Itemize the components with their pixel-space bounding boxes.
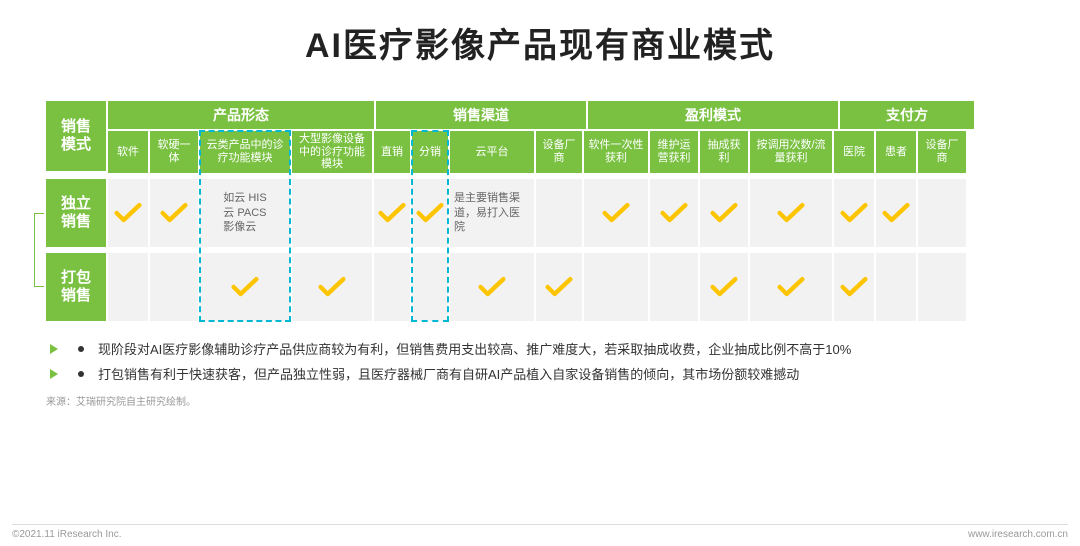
check-icon	[882, 202, 910, 224]
sub-header-row: 软件软硬一体云类产品中的诊疗功能模块大型影像设备中的诊疗功能模块直销分销云平台设…	[108, 131, 1034, 173]
col-vendor: 设备厂商	[536, 131, 584, 173]
cell-bundle-hosp	[834, 253, 876, 321]
cell-independent-cplat: 是主要销售渠道，易打入医院	[450, 179, 536, 247]
col-direct: 直销	[374, 131, 412, 173]
bullet-1: 打包销售有利于快速获客，但产品独立性弱，且医疗器械厂商有自研AI产品植入自家设备…	[54, 364, 1034, 383]
row-header-bundle: 打包销售	[46, 253, 106, 321]
bullet-dot-icon	[78, 346, 84, 352]
bullet-dot-icon	[78, 371, 84, 377]
cell-independent-hw	[150, 179, 200, 247]
row-header-independent: 独立销售	[46, 179, 106, 247]
cell-text: 如云 HIS云 PACS影像云	[219, 191, 270, 236]
check-icon	[378, 202, 406, 224]
arrow-icon	[50, 344, 58, 354]
cell-bundle-maint	[650, 253, 700, 321]
cell-independent-vendor	[536, 179, 584, 247]
check-icon	[602, 202, 630, 224]
check-icon	[160, 202, 188, 224]
cell-independent-usage	[750, 179, 834, 247]
bullet-text: 打包销售有利于快速获客，但产品独立性弱，且医疗器械厂商有自研AI产品植入自家设备…	[98, 364, 799, 383]
cell-independent-hosp	[834, 179, 876, 247]
check-icon	[545, 276, 573, 298]
cell-bundle-comm	[700, 253, 750, 321]
cell-independent-once	[584, 179, 650, 247]
check-icon	[710, 202, 738, 224]
cell-independent-cloud: 如云 HIS云 PACS影像云	[200, 179, 292, 247]
footer-copyright: ©2021.11 iResearch Inc.	[12, 529, 121, 540]
data-row-independent: 如云 HIS云 PACS影像云 是主要销售渠道，易打入医院	[108, 179, 1034, 247]
col-pat: 患者	[876, 131, 918, 173]
check-icon	[114, 202, 142, 224]
col-cplat: 云平台	[450, 131, 536, 173]
cell-bundle-cloud	[200, 253, 292, 321]
grid: 产品形态销售渠道盈利模式支付方软件软硬一体云类产品中的诊疗功能模块大型影像设备中…	[108, 101, 1034, 321]
check-icon	[840, 202, 868, 224]
cell-independent-comm	[700, 179, 750, 247]
group-chan: 销售渠道	[376, 101, 588, 131]
col-large: 大型影像设备中的诊疗功能模块	[292, 131, 374, 173]
group-header-row: 产品形态销售渠道盈利模式支付方	[108, 101, 1034, 131]
cell-bundle-hw	[150, 253, 200, 321]
cell-independent-maint	[650, 179, 700, 247]
footer-url: www.iresearch.com.cn	[968, 529, 1068, 540]
col-hosp: 医院	[834, 131, 876, 173]
data-row-bundle	[108, 253, 1034, 321]
source-note: 来源：艾瑞研究院自主研究绘制。	[46, 393, 1034, 408]
bracket-icon	[34, 213, 44, 287]
col-comm: 抽成获利	[700, 131, 750, 173]
cell-independent-pat	[876, 179, 918, 247]
cell-text: 是主要销售渠道，易打入医院	[450, 191, 534, 236]
check-icon	[660, 202, 688, 224]
check-icon	[777, 276, 805, 298]
cell-independent-devv	[918, 179, 966, 247]
col-hw: 软硬一体	[150, 131, 200, 173]
cell-bundle-vendor	[536, 253, 584, 321]
cell-bundle-large	[292, 253, 374, 321]
check-icon	[840, 276, 868, 298]
cell-independent-direct	[374, 179, 412, 247]
check-icon	[231, 276, 259, 298]
cell-independent-soft	[108, 179, 150, 247]
cell-bundle-devv	[918, 253, 966, 321]
check-icon	[478, 276, 506, 298]
group-form: 产品形态	[108, 101, 376, 131]
bullet-0: 现阶段对AI医疗影像辅助诊疗产品供应商较为有利，但销售费用支出较高、推广难度大，…	[54, 339, 1034, 358]
group-payer: 支付方	[840, 101, 974, 131]
cell-independent-dist	[412, 179, 450, 247]
col-soft: 软件	[108, 131, 150, 173]
group-profit: 盈利模式	[588, 101, 840, 131]
col-once: 软件一次性获利	[584, 131, 650, 173]
arrow-icon	[50, 369, 58, 379]
cell-bundle-usage	[750, 253, 834, 321]
check-icon	[777, 202, 805, 224]
cell-bundle-soft	[108, 253, 150, 321]
cell-bundle-pat	[876, 253, 918, 321]
col-devv: 设备厂商	[918, 131, 966, 173]
col-usage: 按调用次数/流量获利	[750, 131, 834, 173]
col-maint: 维护运营获利	[650, 131, 700, 173]
col-cloud: 云类产品中的诊疗功能模块	[200, 131, 292, 173]
check-icon	[416, 202, 444, 224]
matrix-table: 销售模式独立销售打包销售产品形态销售渠道盈利模式支付方软件软硬一体云类产品中的诊…	[46, 101, 1034, 321]
cell-bundle-cplat	[450, 253, 536, 321]
slide: AI医疗影像产品现有商业模式 销售模式独立销售打包销售产品形态销售渠道盈利模式支…	[0, 0, 1080, 546]
row-header-title: 销售模式	[46, 101, 106, 173]
cell-bundle-direct	[374, 253, 412, 321]
cell-independent-large	[292, 179, 374, 247]
cell-bundle-dist	[412, 253, 450, 321]
footer: ©2021.11 iResearch Inc. www.iresearch.co…	[12, 524, 1068, 540]
check-icon	[318, 276, 346, 298]
bullet-text: 现阶段对AI医疗影像辅助诊疗产品供应商较为有利，但销售费用支出较高、推广难度大，…	[98, 339, 851, 358]
row-header-col: 销售模式独立销售打包销售	[46, 101, 106, 321]
cell-bundle-once	[584, 253, 650, 321]
col-dist: 分销	[412, 131, 450, 173]
insight-bullets: 现阶段对AI医疗影像辅助诊疗产品供应商较为有利，但销售费用支出较高、推广难度大，…	[46, 339, 1034, 383]
check-icon	[710, 276, 738, 298]
page-title: AI医疗影像产品现有商业模式	[46, 18, 1034, 67]
